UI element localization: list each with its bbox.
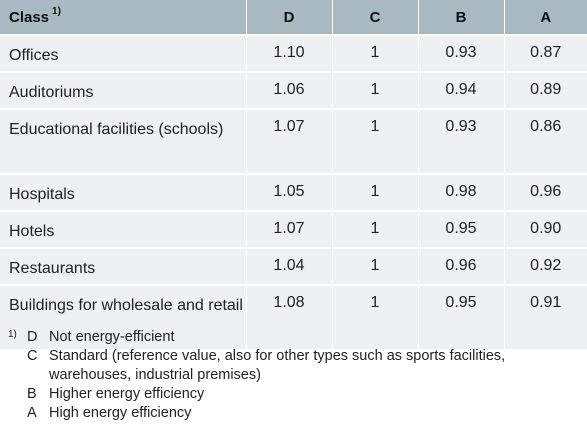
cell-b: 0.93 bbox=[417, 108, 504, 174]
table-row: Buildings for wholesale and retail 1.08 … bbox=[0, 284, 587, 349]
table-row: Educational facilities (schools) 1.07 1 … bbox=[0, 108, 587, 174]
cell-c: 1 bbox=[331, 71, 418, 109]
header-c: C bbox=[331, 0, 418, 35]
footnote-key: A bbox=[27, 405, 37, 421]
cell-c: 1 bbox=[331, 284, 418, 349]
cell-d: 1.08 bbox=[245, 284, 332, 349]
footnote-text: Higher energy efficiency bbox=[49, 386, 205, 402]
row-label-text: Hospitals bbox=[9, 186, 75, 203]
cell-a: 0.86 bbox=[503, 108, 587, 174]
energy-efficiency-table-container: Class 1) D C B A Offices 1.10 1 0.93 0.87… bbox=[0, 0, 587, 421]
cell-a: 0.92 bbox=[503, 247, 587, 285]
row-label-text: Offices bbox=[9, 47, 59, 64]
row-label-text: Educational facilities (schools) bbox=[9, 121, 224, 138]
cell-b: 0.93 bbox=[417, 34, 504, 72]
footnote-key: C bbox=[27, 348, 38, 364]
row-label: Hotels bbox=[0, 210, 246, 248]
cell-d: 1.06 bbox=[245, 71, 332, 109]
cell-d: 1.04 bbox=[245, 247, 332, 285]
footnote-key: B bbox=[27, 386, 37, 402]
row-label: Offices bbox=[0, 34, 246, 72]
cell-b: 0.95 bbox=[417, 284, 504, 349]
row-label-text: Auditoriums bbox=[9, 84, 94, 101]
cell-c: 1 bbox=[331, 108, 418, 174]
cell-b: 0.98 bbox=[417, 173, 504, 211]
energy-efficiency-table: Class 1) D C B A Offices 1.10 1 0.93 0.87… bbox=[0, 0, 587, 349]
cell-a: 0.91 bbox=[503, 284, 587, 349]
table-row: Offices 1.10 1 0.93 0.87 bbox=[0, 34, 587, 72]
footnote-item: C Standard (reference value, also for ot… bbox=[0, 347, 587, 385]
cell-c: 1 bbox=[331, 173, 418, 211]
cell-d: 1.05 bbox=[245, 173, 332, 211]
footnotes: 1) D Not energy-efficient C Standard (re… bbox=[0, 328, 587, 423]
cell-d: 1.10 bbox=[245, 34, 332, 72]
row-label: Hospitals bbox=[0, 173, 246, 211]
cell-a: 0.96 bbox=[503, 173, 587, 211]
footnote-item: 1) D Not energy-efficient bbox=[0, 328, 587, 347]
cell-a: 0.87 bbox=[503, 34, 587, 72]
row-label: Restaurants bbox=[0, 247, 246, 285]
table-row: Auditoriums 1.06 1 0.94 0.89 bbox=[0, 71, 587, 109]
footnote-item: A High energy efficiency bbox=[0, 404, 587, 423]
header-class-footnote-ref: 1) bbox=[52, 6, 61, 17]
footnote-text: Not energy-efficient bbox=[49, 329, 175, 345]
footnote-marker: 1) bbox=[8, 329, 17, 340]
cell-d: 1.07 bbox=[245, 210, 332, 248]
cell-c: 1 bbox=[331, 34, 418, 72]
cell-c: 1 bbox=[331, 247, 418, 285]
table-row: Hotels 1.07 1 0.95 0.90 bbox=[0, 210, 587, 248]
row-label: Auditoriums bbox=[0, 71, 246, 109]
cell-b: 0.94 bbox=[417, 71, 504, 109]
table-row: Restaurants 1.04 1 0.96 0.92 bbox=[0, 247, 587, 285]
cell-b: 0.95 bbox=[417, 210, 504, 248]
footnote-key: D bbox=[27, 329, 38, 345]
cell-d: 1.07 bbox=[245, 108, 332, 174]
row-label: Buildings for wholesale and retail bbox=[0, 284, 246, 349]
footnote-item: B Higher energy efficiency bbox=[0, 385, 587, 404]
cell-c: 1 bbox=[331, 210, 418, 248]
row-label-text: Restaurants bbox=[9, 260, 96, 277]
header-class: Class 1) bbox=[0, 0, 246, 35]
header-a: A bbox=[503, 0, 587, 35]
row-label-text: Hotels bbox=[9, 223, 55, 240]
footnote-text: High energy efficiency bbox=[49, 405, 192, 421]
row-label: Educational facilities (schools) bbox=[0, 108, 246, 174]
cell-a: 0.89 bbox=[503, 71, 587, 109]
header-b: B bbox=[417, 0, 504, 35]
header-d: D bbox=[245, 0, 332, 35]
header-class-label: Class bbox=[9, 9, 50, 26]
table-row: Hospitals 1.05 1 0.98 0.96 bbox=[0, 173, 587, 211]
row-label-text: Buildings for wholesale and retail bbox=[9, 297, 243, 314]
cell-a: 0.90 bbox=[503, 210, 587, 248]
footnote-text: Standard (reference value, also for othe… bbox=[49, 348, 506, 383]
cell-b: 0.96 bbox=[417, 247, 504, 285]
table-header-row: Class 1) D C B A bbox=[0, 0, 587, 35]
